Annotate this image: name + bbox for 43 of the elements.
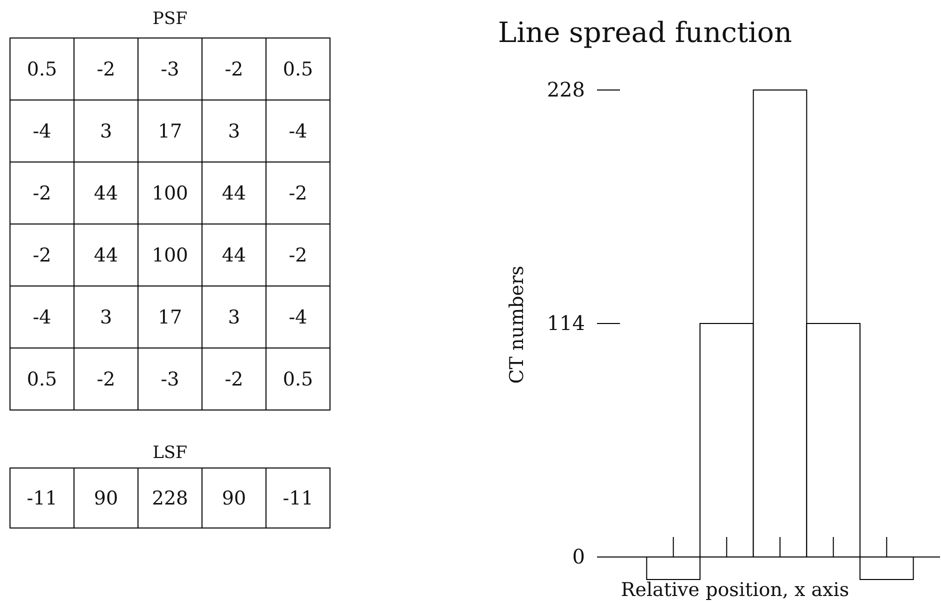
chart-title: Line spread function <box>498 16 792 49</box>
y-tick-label: 228 <box>546 77 585 102</box>
x-axis-title: Relative position, x axis <box>620 579 850 601</box>
chart-title: PSF <box>152 9 188 29</box>
data-label: -4 <box>32 306 52 329</box>
data-label: -2 <box>32 244 52 267</box>
y-tick-label: 114 <box>546 310 585 335</box>
data-label: 0.5 <box>26 368 58 391</box>
data-label: -2 <box>96 58 116 81</box>
data-label: 100 <box>152 244 188 267</box>
data-label: 0.5 <box>282 58 314 81</box>
data-label: 17 <box>158 120 182 143</box>
data-label: -4 <box>288 306 308 329</box>
data-label: -2 <box>288 244 308 267</box>
y-tick-label: 0 <box>572 544 585 568</box>
data-label: 90 <box>222 488 246 510</box>
data-label: 3 <box>228 120 240 143</box>
data-label: -4 <box>32 120 52 143</box>
data-label: -2 <box>288 182 308 205</box>
data-label: 17 <box>158 306 182 329</box>
data-label: -2 <box>224 368 244 391</box>
data-label: -4 <box>288 120 308 143</box>
data-label: -11 <box>282 488 314 510</box>
data-label: 90 <box>94 488 118 510</box>
data-label: 44 <box>222 182 246 205</box>
y-axis-title: CT numbers <box>506 266 528 384</box>
data-label: 100 <box>152 182 188 205</box>
data-label: 3 <box>100 306 112 329</box>
data-label: 0.5 <box>26 58 58 81</box>
data-label: 44 <box>94 244 118 267</box>
data-label: 0.5 <box>282 368 314 391</box>
data-label: 228 <box>152 488 188 510</box>
data-label: -2 <box>224 58 244 81</box>
chart-title: LSF <box>152 443 188 463</box>
data-label: -3 <box>160 58 180 81</box>
data-label: -2 <box>32 182 52 205</box>
data-label: -2 <box>96 368 116 391</box>
data-label: 44 <box>222 244 246 267</box>
data-label: 3 <box>100 120 112 143</box>
data-label: 3 <box>228 306 240 329</box>
data-label: -3 <box>160 368 180 391</box>
data-label: -11 <box>26 488 58 510</box>
data-label: 44 <box>94 182 118 205</box>
